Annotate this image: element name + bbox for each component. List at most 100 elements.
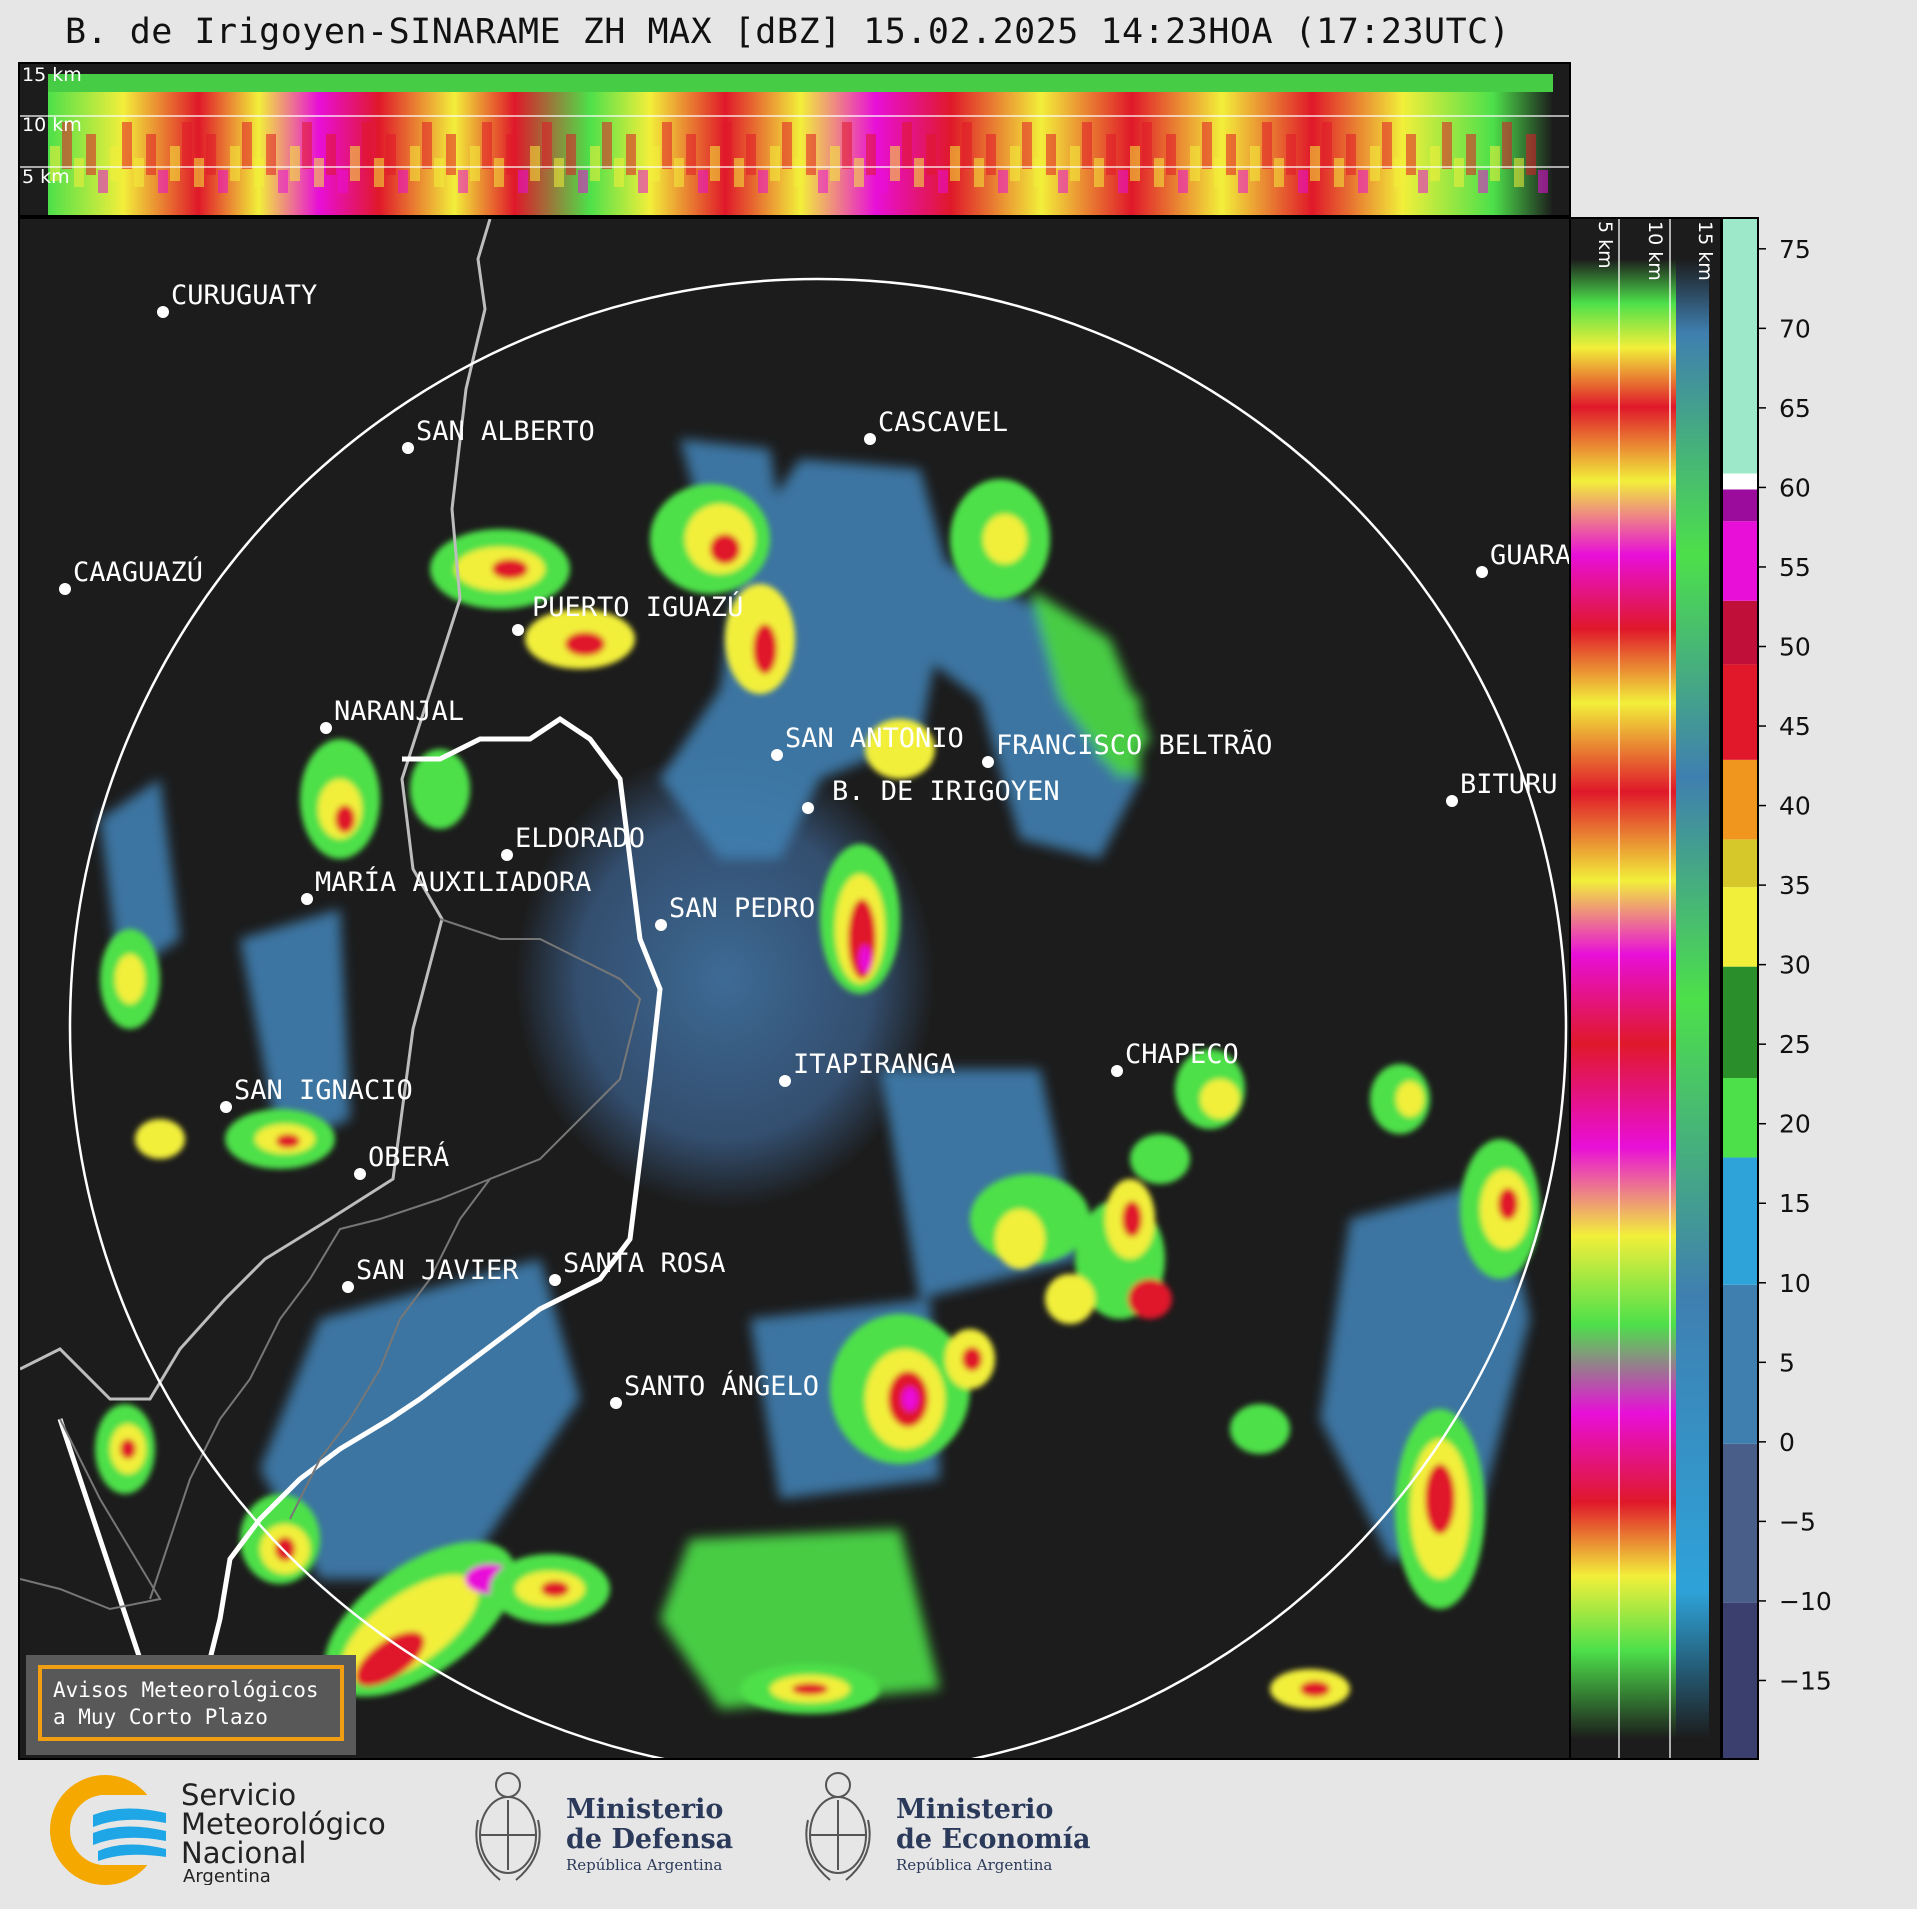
city-san-alberto: SAN ALBERTO	[402, 416, 595, 454]
profile-column	[1226, 134, 1236, 175]
profile-column	[482, 122, 492, 169]
top-height-label-5: 5 km	[22, 166, 70, 188]
profile-column	[350, 146, 360, 181]
city-santo-ngelo: SANTO ÁNGELO	[610, 1370, 819, 1409]
top-profile-canvas: 15 km 10 km 5 km	[20, 64, 1569, 215]
city-marker-icon	[1111, 1065, 1123, 1077]
profile-column	[242, 122, 252, 169]
profile-column	[1034, 158, 1044, 187]
city-label: SAN PEDRO	[669, 893, 815, 924]
profile-column	[1010, 146, 1020, 181]
city-label: CAAGUAZÚ	[73, 556, 203, 588]
radar-map-canvas: CURUGUATY SAN ALBERTO CASCAVEL CAAGUAZÚ PUER…	[20, 219, 1569, 1758]
profile-column	[806, 134, 816, 175]
city-label: MARÍA AUXILIADORA	[315, 866, 591, 898]
city-marker-icon	[549, 1274, 561, 1286]
profile-column	[338, 170, 348, 193]
colorbar-segment	[1723, 1602, 1757, 1758]
profile-column	[314, 158, 324, 187]
profile-column	[1190, 146, 1200, 181]
top-height-label-15: 15 km	[22, 64, 82, 86]
precipitation-echoes	[95, 439, 1540, 1714]
map-title: B. de Irigoyen-SINARAME ZH MAX [dBZ] 15.…	[65, 12, 1511, 52]
city-cascavel: CASCAVEL	[864, 407, 1008, 445]
city-marker-icon	[1446, 795, 1458, 807]
city-label: ELDORADO	[515, 823, 645, 854]
colorbar-tick-label: 35	[1779, 871, 1811, 900]
colorbar-tick-label: 20	[1779, 1110, 1811, 1139]
profile-column	[638, 170, 648, 193]
profile-column	[1490, 146, 1500, 181]
profile-column	[854, 158, 864, 187]
profile-column	[1286, 134, 1296, 175]
profile-column	[386, 134, 396, 175]
city-mar-a-auxiliadora: MARÍA AUXILIADORA	[301, 866, 591, 905]
city-markers: CURUGUATY SAN ALBERTO CASCAVEL CAAGUAZÚ PUER…	[59, 280, 1569, 1409]
city-marker-icon	[779, 1075, 791, 1087]
city-san-javier: SAN JAVIER	[342, 1255, 519, 1293]
city-marker-icon	[342, 1281, 354, 1293]
smn-line-3: Nacional	[181, 1836, 306, 1870]
city-marker-icon	[354, 1168, 366, 1180]
city-marker-icon	[301, 893, 313, 905]
profile-column	[1178, 170, 1188, 193]
profile-column	[1310, 146, 1320, 181]
profile-column	[974, 158, 984, 187]
profile-column	[1106, 134, 1116, 175]
economia-line-1: Ministerio	[896, 1794, 1053, 1825]
profile-column	[254, 158, 264, 187]
economia-logo[interactable]: Ministerio de Economía República Argenti…	[800, 1760, 1090, 1895]
city-label: OBERÁ	[368, 1141, 449, 1173]
profile-column	[1214, 158, 1224, 187]
profile-column	[1154, 158, 1164, 187]
profile-column	[146, 134, 156, 175]
notice-box[interactable]: Avisos Meteorológicos a Muy Corto Plazo	[26, 1655, 356, 1755]
argentina-coat-of-arms-icon	[475, 1772, 541, 1881]
profile-column	[122, 122, 132, 169]
profile-column	[1238, 170, 1248, 193]
colorbar-tick-label: 15	[1779, 1189, 1811, 1218]
city-puerto-iguaz-: PUERTO IGUAZÚ	[512, 591, 743, 636]
profile-column	[902, 122, 912, 169]
profile-column	[1058, 170, 1068, 193]
colorbar-segment	[1723, 1284, 1757, 1444]
profile-column	[710, 146, 720, 181]
city-b-de-irigoyen: B. DE IRIGOYEN	[802, 776, 1060, 814]
defensa-logo[interactable]: Ministerio de Defensa República Argentin…	[470, 1760, 740, 1895]
profile-column	[362, 122, 372, 169]
colorbar-tick-label: 55	[1779, 553, 1811, 582]
storm-cells-west	[100, 749, 470, 1169]
colorbar-segment	[1723, 887, 1757, 967]
profile-column	[1442, 122, 1452, 169]
city-marker-icon	[1476, 566, 1488, 578]
profile-column	[518, 170, 528, 193]
colorbar-tick-label: 50	[1779, 632, 1811, 661]
profile-column	[938, 170, 948, 193]
profile-column	[374, 158, 384, 187]
notice-line-2: a Muy Corto Plazo	[53, 1705, 268, 1729]
profile-column	[662, 122, 672, 169]
smn-line-2: Meteorológico	[181, 1807, 386, 1841]
profile-column	[1370, 146, 1380, 181]
profile-column	[626, 134, 636, 175]
profile-column	[1334, 158, 1344, 187]
profile-column	[278, 170, 288, 193]
profile-column	[758, 170, 768, 193]
smn-logo[interactable]: Servicio Meteorológico Nacional Argentin…	[48, 1775, 428, 1885]
profile-column	[986, 134, 996, 175]
profile-column	[698, 170, 708, 193]
colorbar-tick-label: 40	[1779, 792, 1811, 821]
profile-column	[566, 134, 576, 175]
profile-column	[1082, 122, 1092, 169]
top-height-label-10: 10 km	[22, 114, 82, 136]
profile-column	[98, 170, 108, 193]
profile-column	[794, 158, 804, 187]
notice-line-1: Avisos Meteorológicos	[53, 1678, 319, 1702]
profile-column	[506, 134, 516, 175]
profile-column	[218, 170, 228, 193]
defensa-line-3: República Argentina	[566, 1856, 722, 1874]
city-itapiranga: ITAPIRANGA	[779, 1049, 956, 1087]
profile-column	[962, 122, 972, 169]
colorbar-tick-label: −5	[1779, 1507, 1816, 1536]
radar-map[interactable]: CURUGUATY SAN ALBERTO CASCAVEL CAAGUAZÚ PUER…	[18, 217, 1571, 1760]
